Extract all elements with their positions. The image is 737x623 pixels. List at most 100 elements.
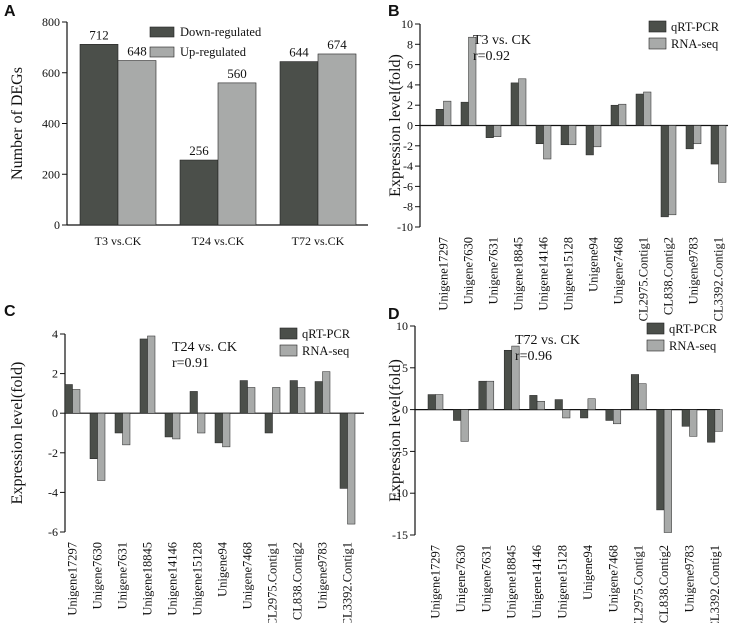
- y-tick-label: 6: [407, 58, 413, 72]
- x-category-label: Unigene18845: [512, 237, 526, 311]
- y-tick-label: -2: [403, 139, 413, 153]
- x-category-label: T3 vs.CK: [95, 234, 142, 248]
- bar-qrtpcr-5: [529, 395, 538, 410]
- x-category-label: Unigene7630: [462, 237, 476, 304]
- y-tick-label: 2: [407, 98, 413, 112]
- bar-rnaseq-7: [593, 125, 602, 148]
- bar-qrtpcr-9: [264, 412, 273, 434]
- bar-qrtpcr-7: [214, 412, 223, 444]
- y-tick-label: 200: [42, 167, 60, 181]
- bar-rnaseq-2: [97, 412, 106, 481]
- bar-rnaseq-9: [272, 387, 281, 414]
- x-category-label: Unigene7630: [454, 545, 468, 612]
- legend-swatch-up: [149, 46, 175, 58]
- bar-qrtpcr-11: [681, 409, 690, 427]
- panel-a-chart: A 0 200 400 600 800 Number of DEGs 712 648 T3 vs.…: [4, 3, 368, 248]
- legend-label: Down-regulated: [180, 25, 262, 39]
- x-category-label: Unigene18845: [505, 545, 519, 619]
- y-axis-title: Expression level(fold): [387, 54, 404, 197]
- panel-label: D: [388, 306, 400, 323]
- bar-qrtpcr-3: [478, 380, 487, 410]
- x-category-label: Unigene15128: [191, 542, 205, 616]
- y-tick-label: -4: [403, 159, 413, 173]
- y-tick-label: -2: [48, 446, 58, 460]
- bar-rnaseq-10: [297, 387, 306, 414]
- x-category-label: Unigene94: [581, 544, 595, 600]
- x-category-label: Unigene15128: [562, 237, 576, 311]
- bar-rnaseq-11: [322, 371, 331, 414]
- bar-rnaseq-12: [718, 125, 727, 183]
- x-category-label: T24 vs.CK: [192, 234, 245, 248]
- y-tick-label: -15: [392, 528, 408, 542]
- y-tick-label: 0: [52, 406, 58, 420]
- bar-qrtpcr-11: [685, 125, 694, 150]
- legend-swatch-rnaseq: [648, 37, 667, 50]
- y-tick-label: 0: [402, 403, 408, 417]
- bar-qrtpcr-4: [510, 82, 519, 126]
- bar-rnaseq-1: [443, 100, 452, 126]
- correlation-label: r=0.96: [515, 349, 552, 364]
- bar-rnaseq-5: [172, 412, 181, 440]
- bar-rnaseq-6: [197, 412, 206, 434]
- x-category-label: Unigene17297: [429, 545, 443, 619]
- bar-rnaseq-9: [643, 91, 652, 126]
- bar-qrtpcr-6: [554, 399, 563, 410]
- x-category-label: Unigene17297: [437, 237, 451, 311]
- bar-qrtpcr-11: [314, 381, 323, 414]
- comparison-title: T24 vs. CK: [172, 340, 237, 355]
- panel-b-chart: B -10 -8 -6 -4 -2 0 2 4 6 8 10 Expression level(fold…: [387, 3, 728, 321]
- legend-label: RNA-seq: [671, 37, 719, 51]
- bar-rnaseq-5: [536, 400, 545, 410]
- y-tick-label: 600: [42, 66, 60, 80]
- correlation-label: r=0.91: [172, 356, 209, 371]
- comparison-title: T72 vs. CK: [515, 333, 580, 348]
- bar-value-label: 644: [289, 45, 309, 60]
- legend-swatch-qrtpcr: [279, 327, 298, 340]
- legend-label: qRT-PCR: [669, 322, 718, 336]
- x-category-label: Unigene7631: [116, 542, 130, 609]
- legend-swatch-rnaseq: [646, 339, 665, 352]
- x-category-label: Unigene18845: [141, 542, 155, 616]
- y-tick-label: -5: [398, 444, 408, 458]
- x-category-label: Unigene9783: [687, 237, 701, 304]
- bar-qrtpcr-12: [707, 409, 716, 443]
- panel-c-chart: C -6 -4 -2 0 2 4 Expression level(fold) Unigene1…: [4, 303, 364, 623]
- panel-d-chart: D -15 -10 -5 0 5 10 Expression level(fold) Unige…: [387, 306, 723, 623]
- y-tick-label: 4: [52, 327, 58, 341]
- x-category-label: Unigene14146: [166, 542, 180, 616]
- bar-rnaseq-10: [668, 125, 677, 216]
- x-category-label: Unigene94: [587, 236, 601, 292]
- y-tick-label: -10: [397, 220, 413, 234]
- bar-value-label: 674: [327, 37, 347, 52]
- y-tick-label: 0: [54, 218, 60, 232]
- bar-rnaseq-2: [468, 36, 477, 126]
- y-tick-label: -6: [403, 179, 413, 193]
- bar-qrtpcr-10: [660, 125, 669, 218]
- bar-qrtpcr-1: [435, 109, 444, 126]
- x-category-label: Unigene9783: [683, 545, 697, 612]
- bar-qrtpcr-7: [580, 409, 589, 419]
- y-tick-label: 800: [42, 15, 60, 29]
- x-category-label: CL2975.Contig1: [632, 545, 646, 623]
- x-category-label: T72 vs.CK: [292, 234, 345, 248]
- bar-qrtpcr-12: [710, 125, 719, 165]
- y-axis-title: Expression level(fold): [9, 362, 26, 505]
- bar-qrtpcr-2: [453, 409, 462, 421]
- bar-rnaseq-3: [486, 380, 495, 410]
- bar-rnaseq-4: [518, 78, 527, 126]
- x-category-label: CL3392.Contig1: [708, 545, 722, 623]
- bar-up-2: [217, 82, 257, 226]
- x-category-label: Unigene15128: [556, 545, 570, 619]
- comparison-title: T3 vs. CK: [473, 33, 531, 48]
- bar-qrtpcr-8: [610, 104, 619, 126]
- y-tick-label: 8: [407, 37, 413, 51]
- y-tick-label: -8: [403, 200, 413, 214]
- y-tick-label: -6: [48, 525, 58, 539]
- y-tick-label: 5: [402, 361, 408, 375]
- bar-rnaseq-8: [247, 387, 256, 414]
- y-tick-label: 10: [401, 17, 413, 31]
- bar-qrtpcr-4: [503, 349, 512, 410]
- legend-label: Up-regulated: [180, 45, 247, 59]
- x-category-label: Unigene7630: [91, 542, 105, 609]
